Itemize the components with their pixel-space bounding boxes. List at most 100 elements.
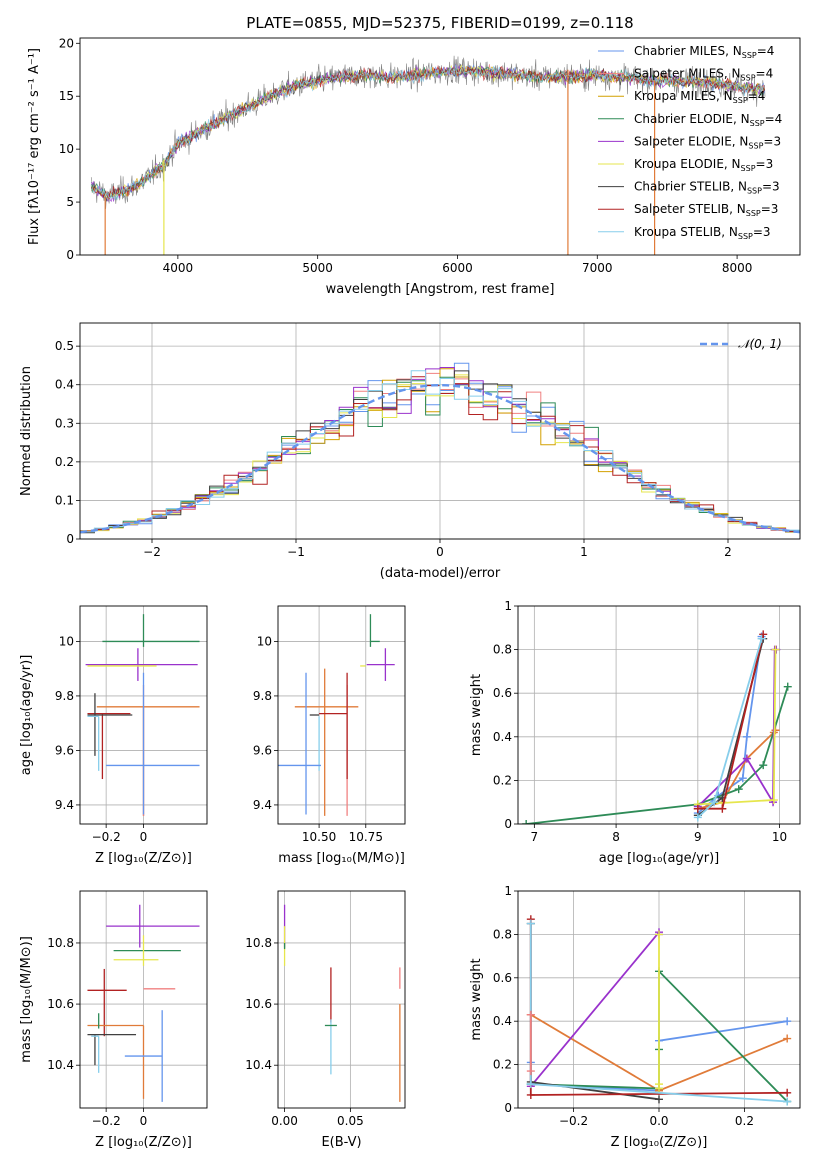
- plus-marker: [742, 754, 751, 763]
- data-point: [124, 1010, 163, 1102]
- series-lines: [522, 630, 792, 824]
- y-tick-label: 0: [504, 817, 512, 831]
- plus-marker: [759, 761, 768, 770]
- age-vs-mass-panel: 10.50 10.75 9.4 9.6 9.8 10 mass [log₁₀(M/M⊙)]: [253, 605, 406, 866]
- y-tick-label: 0.8: [493, 643, 512, 657]
- y-axis-label: age [log₁₀(age/yr)]: [19, 655, 34, 776]
- x-tick-label: 0.05: [337, 1114, 364, 1128]
- spectrum-panel: 4000 5000 6000 7000 8000 0 5 10 15 20 wavelength […: [27, 36, 801, 297]
- histograms: [80, 362, 800, 534]
- plot-frame: [79, 890, 208, 1109]
- y-tick-label: 10.8: [47, 936, 74, 950]
- plus-marker: [522, 820, 531, 824]
- series: [526, 1010, 535, 1076]
- data-point: [87, 715, 100, 771]
- legend-label-main: Chabrier STELIB, N: [634, 180, 747, 194]
- x-tick-label: 9: [694, 830, 702, 844]
- legend-label-main: Salpeter MILES, N: [634, 67, 741, 81]
- plus-marker: [783, 1088, 792, 1097]
- x-tick-label: −2: [143, 545, 161, 559]
- y-tick-label: 0.2: [493, 1058, 512, 1072]
- y-tick-label: 0.1: [55, 493, 74, 507]
- x-tick-label: 0: [436, 545, 444, 559]
- x-tick-label: 0: [140, 830, 148, 844]
- series: [693, 634, 766, 822]
- y-tick-label: 1: [504, 884, 512, 898]
- plot-frame: [517, 605, 801, 825]
- y-tick-label: 0: [66, 532, 74, 546]
- y-axis-label: mass weight: [469, 958, 484, 1040]
- plus-marker: [759, 630, 768, 639]
- x-tick-label: 8: [612, 830, 620, 844]
- y-tick-label: 10: [59, 142, 74, 156]
- y-axis-label: Normed distribution: [19, 366, 34, 496]
- legend-label-main: Kroupa ELODIE, N: [634, 157, 741, 171]
- data-point: [319, 672, 348, 780]
- y-tick-label: 0.5: [55, 339, 74, 353]
- legend-label-tail: =4: [756, 67, 774, 81]
- legend-label-sub: SSP: [738, 232, 753, 241]
- model-spectrum-line: [90, 66, 765, 200]
- legend-label: Salpeter STELIB, NSSP=3: [634, 202, 778, 218]
- y-tick-label: 1: [504, 599, 512, 613]
- x-axis-label: Z [log₁₀(Z/Z⊙)]: [95, 851, 192, 866]
- y-tick-label: 0.4: [493, 730, 512, 744]
- y-axis-label: Flux [fλ10⁻¹⁷ erg cm⁻² s⁻¹ A⁻¹]: [27, 48, 42, 245]
- x-tick-label: −1: [287, 545, 305, 559]
- y-tick-label: 10.8: [245, 936, 272, 950]
- x-axis-label: E(B-V): [321, 1135, 361, 1150]
- plus-marker: [783, 682, 792, 691]
- legend-label-tail: =3: [756, 157, 774, 171]
- plot-frame: [79, 37, 801, 256]
- y-tick-label: 9.8: [253, 689, 272, 703]
- plus-marker: [526, 1080, 535, 1089]
- plot-frame: [277, 605, 406, 825]
- errorbars: [85, 614, 200, 816]
- y-tick-label: 9.4: [55, 798, 74, 812]
- legend-label: Salpeter MILES, NSSP=4: [634, 67, 773, 83]
- x-tick-label: 7000: [582, 261, 613, 275]
- mass-vs-ebv-panel: 0.00 0.05 10.4 10.6 10.8 E(B-V): [245, 890, 406, 1150]
- y-axis-label: mass weight: [469, 674, 484, 756]
- x-tick-label: 1: [580, 545, 588, 559]
- data-point: [87, 693, 133, 756]
- data-point: [87, 1024, 145, 1099]
- mass-vs-metallicity-panel: −0.2 0 10.4 10.6 10.8 Z [log₁₀(Z/Z⊙)] mass [lo…: [19, 890, 208, 1150]
- data-point: [369, 614, 380, 647]
- x-tick-label: 0.00: [271, 1114, 298, 1128]
- series: [655, 930, 663, 1093]
- plot-area: [278, 891, 405, 1108]
- x-axis-label: (data-model)/error: [380, 566, 501, 581]
- y-tick-label: 10: [257, 634, 272, 648]
- plus-marker: [526, 1067, 535, 1076]
- plot-frame: [277, 890, 406, 1109]
- plus-marker: [734, 785, 743, 794]
- x-tick-label: 10.50: [302, 830, 336, 844]
- y-tick-label: 10.4: [47, 1058, 74, 1072]
- y-tick-label: 10.6: [47, 997, 74, 1011]
- y-tick-label: 0: [504, 1101, 512, 1115]
- data-point: [106, 672, 200, 815]
- legend-label: Chabrier STELIB, NSSP=3: [634, 180, 780, 196]
- plus-marker: [742, 732, 751, 741]
- x-tick-label: 0.0: [649, 1114, 668, 1128]
- series-lines: [526, 915, 792, 1106]
- y-tick-label: 20: [59, 36, 74, 50]
- legend-label-sub: SSP: [748, 141, 763, 150]
- x-tick-label: −0.2: [92, 830, 121, 844]
- plus-marker: [526, 919, 535, 928]
- y-tick-label: 0.8: [493, 927, 512, 941]
- series: [526, 919, 792, 1106]
- legend-label-main: Salpeter ELODIE, N: [634, 134, 748, 148]
- data-point: [91, 1035, 100, 1073]
- y-tick-label: 0: [66, 248, 74, 262]
- y-tick-label: 9.6: [55, 743, 74, 757]
- legend-label-tail: =3: [761, 202, 779, 216]
- legend-label-main: Kroupa MILES, N: [634, 89, 733, 103]
- plus-marker: [757, 634, 766, 643]
- data-point: [366, 648, 395, 681]
- legend-label-tail: =3: [763, 134, 781, 148]
- plus-marker: [693, 813, 702, 822]
- x-tick-label: 7: [531, 830, 539, 844]
- legend-label-sub: SSP: [742, 51, 757, 60]
